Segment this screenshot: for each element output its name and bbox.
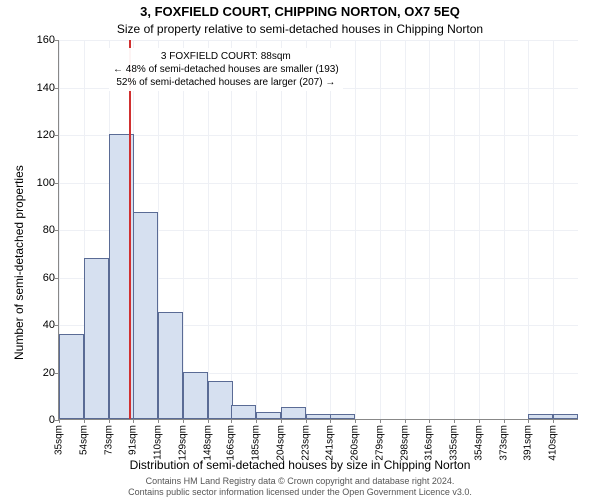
xtick-label: 260sqm xyxy=(350,425,361,461)
gridline-v xyxy=(553,40,554,419)
gridline-v xyxy=(429,40,430,419)
xtick-mark xyxy=(306,419,307,423)
xtick-label: 223sqm xyxy=(301,425,312,461)
gridline-v xyxy=(306,40,307,419)
xtick-label: 335sqm xyxy=(448,425,459,461)
chart-subtitle: Size of property relative to semi-detach… xyxy=(0,22,600,36)
reference-annotation: 3 FOXFIELD COURT: 88sqm ← 48% of semi-de… xyxy=(109,48,343,91)
xtick-label: 110sqm xyxy=(152,425,163,460)
ytick-label: 80 xyxy=(43,224,55,236)
xtick-label: 91sqm xyxy=(127,425,138,455)
xtick-mark xyxy=(553,419,554,423)
xtick-label: 54sqm xyxy=(79,425,90,455)
histogram-bar xyxy=(553,414,578,419)
xtick-mark xyxy=(109,419,110,423)
ytick-label: 40 xyxy=(43,319,55,331)
xtick-mark xyxy=(281,419,282,423)
gridline-v xyxy=(504,40,505,419)
histogram-bar xyxy=(59,334,84,420)
gridline-v xyxy=(231,40,232,419)
x-axis-label: Distribution of semi-detached houses by … xyxy=(0,458,600,472)
footer-line2: Contains public sector information licen… xyxy=(0,487,600,498)
gridline-v xyxy=(281,40,282,419)
histogram-bar xyxy=(256,412,281,419)
xtick-label: 241sqm xyxy=(325,425,336,461)
ytick-label: 100 xyxy=(37,177,55,189)
xtick-label: 410sqm xyxy=(547,425,558,461)
histogram-bar xyxy=(330,414,355,419)
xtick-mark xyxy=(504,419,505,423)
gridline-v xyxy=(454,40,455,419)
xtick-label: 279sqm xyxy=(375,425,386,461)
xtick-label: 73sqm xyxy=(104,425,115,455)
xtick-mark xyxy=(158,419,159,423)
xtick-mark xyxy=(479,419,480,423)
annotation-line2: ← 48% of semi-detached houses are smalle… xyxy=(113,63,339,76)
xtick-label: 35sqm xyxy=(54,425,65,455)
histogram-bar xyxy=(231,405,256,419)
histogram-bar xyxy=(133,212,158,419)
ytick-label: 120 xyxy=(37,129,55,141)
histogram-bar xyxy=(281,407,306,419)
xtick-label: 204sqm xyxy=(276,425,287,461)
xtick-mark xyxy=(330,419,331,423)
gridline-h xyxy=(59,40,578,41)
xtick-label: 185sqm xyxy=(251,425,262,461)
xtick-mark xyxy=(231,419,232,423)
ytick-label: 140 xyxy=(37,82,55,94)
xtick-label: 316sqm xyxy=(423,425,434,461)
xtick-mark xyxy=(59,419,60,423)
footer: Contains HM Land Registry data © Crown c… xyxy=(0,476,600,498)
histogram-bar xyxy=(183,372,208,420)
gridline-v xyxy=(208,40,209,419)
histogram-bar xyxy=(208,381,233,419)
xtick-mark xyxy=(380,419,381,423)
gridline-v xyxy=(380,40,381,419)
gridline-v xyxy=(405,40,406,419)
ytick-label: 160 xyxy=(37,34,55,46)
xtick-label: 298sqm xyxy=(400,425,411,461)
gridline-v xyxy=(479,40,480,419)
footer-line1: Contains HM Land Registry data © Crown c… xyxy=(0,476,600,487)
histogram-bar xyxy=(528,414,553,419)
histogram-bar xyxy=(158,312,183,419)
ytick-label: 20 xyxy=(43,367,55,379)
xtick-mark xyxy=(183,419,184,423)
ytick-label: 60 xyxy=(43,272,55,284)
histogram-bar xyxy=(84,258,109,420)
xtick-mark xyxy=(84,419,85,423)
gridline-v xyxy=(330,40,331,419)
annotation-line1: 3 FOXFIELD COURT: 88sqm xyxy=(113,50,339,63)
gridline-v xyxy=(355,40,356,419)
xtick-mark xyxy=(454,419,455,423)
annotation-line3: 52% of semi-detached houses are larger (… xyxy=(113,76,339,89)
histogram-bar xyxy=(306,414,331,419)
xtick-label: 354sqm xyxy=(473,425,484,461)
xtick-mark xyxy=(429,419,430,423)
y-axis-label-container: Number of semi-detached properties xyxy=(2,0,22,500)
gridline-v xyxy=(183,40,184,419)
xtick-mark xyxy=(355,419,356,423)
xtick-mark xyxy=(256,419,257,423)
chart-title: 3, FOXFIELD COURT, CHIPPING NORTON, OX7 … xyxy=(0,4,600,19)
gridline-h xyxy=(59,183,578,184)
gridline-v xyxy=(256,40,257,419)
chart-container: { "title": "3, FOXFIELD COURT, CHIPPING … xyxy=(0,0,600,500)
y-axis-label: Number of semi-detached properties xyxy=(12,165,26,360)
gridline-v xyxy=(528,40,529,419)
xtick-mark xyxy=(133,419,134,423)
xtick-mark xyxy=(208,419,209,423)
xtick-mark xyxy=(405,419,406,423)
xtick-mark xyxy=(528,419,529,423)
reference-line xyxy=(129,40,131,419)
xtick-label: 129sqm xyxy=(177,425,188,461)
gridline-h xyxy=(59,135,578,136)
xtick-label: 373sqm xyxy=(498,425,509,461)
xtick-label: 166sqm xyxy=(226,425,237,461)
xtick-label: 391sqm xyxy=(522,425,533,461)
plot-area: 02040608010012014016035sqm54sqm73sqm91sq… xyxy=(58,40,578,420)
xtick-label: 148sqm xyxy=(202,425,213,461)
